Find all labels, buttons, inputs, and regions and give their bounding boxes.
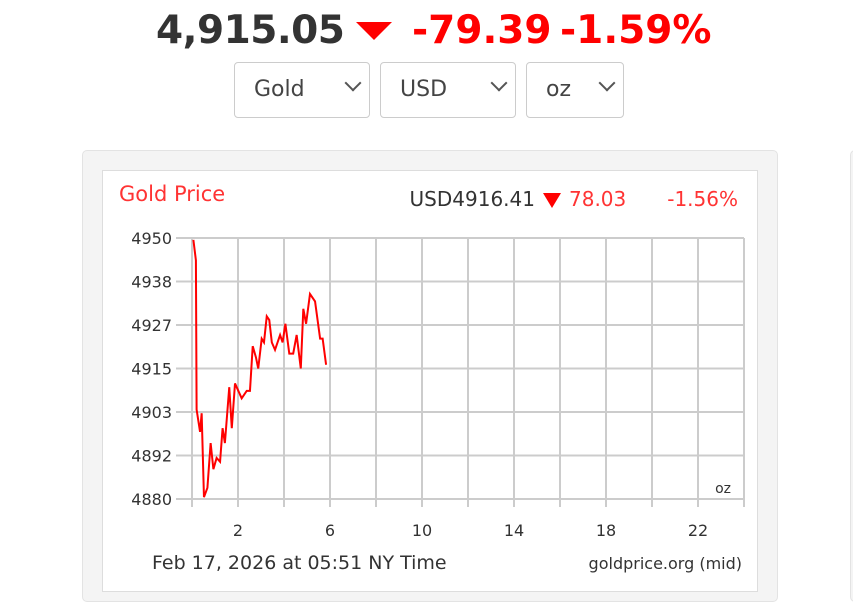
chart-box <box>102 170 758 592</box>
unit-label: oz <box>715 481 731 497</box>
y-tick-label: 4892 <box>131 447 172 466</box>
price-header: 4,915.05 -79.39 -1.59% <box>0 8 853 58</box>
y-tick-label: 4880 <box>131 490 172 509</box>
down-triangle-icon <box>356 22 392 40</box>
x-tick-label: 2 <box>233 521 243 540</box>
source-label: goldprice.org (mid) <box>589 554 742 573</box>
x-tick-label: 22 <box>688 521 708 540</box>
currency-select[interactable]: USD <box>380 62 516 118</box>
x-tick-label: 10 <box>412 521 432 540</box>
unit-select-value: oz <box>546 77 572 102</box>
chart-quote-change: 78.03 <box>569 187 626 211</box>
price-change: -79.39 <box>412 8 552 53</box>
metal-select-value: Gold <box>254 77 305 102</box>
y-tick-label: 4915 <box>131 360 172 379</box>
x-tick-label: 6 <box>325 521 335 540</box>
metal-select[interactable]: Gold <box>234 62 370 118</box>
date-label: Feb 17, 2026 at 05:51 NY Time <box>152 552 447 574</box>
chart-title: Gold Price <box>119 182 225 206</box>
down-triangle-icon <box>543 193 561 208</box>
y-tick-label: 4903 <box>131 403 172 422</box>
y-tick-label: 4927 <box>131 316 172 335</box>
price-line <box>192 239 328 498</box>
current-price: 4,915.05 <box>156 8 345 53</box>
x-tick-label: 18 <box>596 521 616 540</box>
currency-select-value: USD <box>400 77 448 102</box>
unit-select[interactable]: oz <box>526 62 624 118</box>
price-change-percent: -1.59% <box>560 8 712 53</box>
x-tick-label: 14 <box>504 521 524 540</box>
gold-price-chart: Gold Price USD4916.41 78.03 -1.56% 4950 4… <box>119 182 745 574</box>
y-tick-label: 4950 <box>131 229 172 248</box>
chart-quote-price: USD4916.41 <box>410 187 535 211</box>
chart-quote-change-percent: -1.56% <box>667 187 738 211</box>
grid <box>176 237 745 507</box>
y-tick-label: 4938 <box>131 273 172 292</box>
